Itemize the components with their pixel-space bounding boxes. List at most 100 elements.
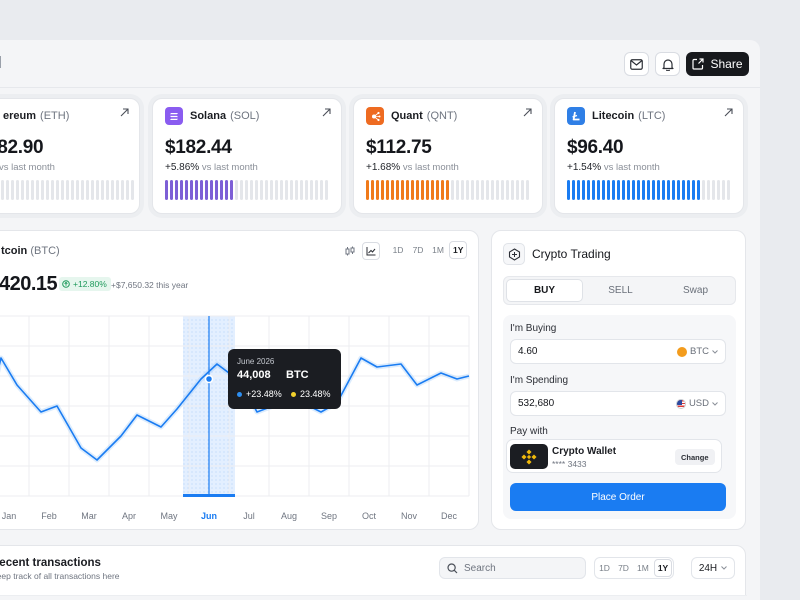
range-7d[interactable]: 7D: [412, 245, 424, 255]
level-bar-segment: [501, 180, 504, 200]
level-bar-segment: [421, 180, 424, 200]
spending-amount-field[interactable]: 532,680 USD: [510, 391, 726, 416]
level-bar-segment: [66, 180, 69, 200]
level-bar-segment: [612, 180, 615, 200]
level-bar-segment: [31, 180, 34, 200]
level-bar-segment: [81, 180, 84, 200]
arrow-up-right-icon[interactable]: [120, 108, 129, 117]
tx-range-1y[interactable]: 1Y: [653, 559, 673, 577]
level-bar-segment: [707, 180, 710, 200]
level-bar-segment: [376, 180, 379, 200]
asset-price: $1182.90: [0, 137, 44, 158]
tx-range-7d[interactable]: 7D: [618, 563, 629, 573]
level-bar-segment: [672, 180, 675, 200]
payment-wallet[interactable]: Crypto Wallet **** 3433 Change: [506, 439, 722, 473]
notifications-button[interactable]: [655, 52, 680, 76]
level-bar-segment: [391, 180, 394, 200]
level-bar-segment: [46, 180, 49, 200]
level-bar-segment: [285, 180, 288, 200]
quant-logo: [366, 107, 384, 125]
tx-range-1d[interactable]: 1D: [599, 563, 610, 573]
line-view-button[interactable]: [362, 242, 380, 260]
arrow-up-right-icon[interactable]: [322, 108, 331, 117]
tooltip-change-b: 23.48%: [291, 389, 331, 399]
arrow-up-right-icon[interactable]: [523, 108, 532, 117]
change-wallet-button[interactable]: Change: [675, 449, 715, 465]
btc-line-chart[interactable]: Jan Feb Mar Apr May Jun Jul Aug Sep Oct Nov Dec: [0, 231, 480, 531]
tab-buy[interactable]: BUY: [506, 279, 583, 302]
level-bar-segment: [185, 180, 188, 200]
level-bar-segment: [1, 180, 4, 200]
transactions-period-select[interactable]: 24H: [691, 557, 735, 579]
asset-card-ltc[interactable]: Litecoin (LTC) $96.40 +1.54% vs last mon…: [554, 98, 744, 214]
mail-button[interactable]: [624, 52, 649, 76]
place-order-button[interactable]: Place Order: [510, 483, 726, 511]
level-bar-segment: [476, 180, 479, 200]
buying-amount-field[interactable]: 4.60 BTC: [510, 339, 726, 364]
chevron-down-icon: [721, 566, 728, 570]
level-bar-segment: [205, 180, 208, 200]
level-bar-segment: [265, 180, 268, 200]
asset-card-qnt[interactable]: Quant (QNT) $112.75 +1.68% vs last month: [353, 98, 543, 214]
level-bar-segment: [200, 180, 203, 200]
asset-card-sol[interactable]: Solana (SOL) $182.44 +5.86% vs last mont…: [152, 98, 342, 214]
asset-name: Quant: [391, 110, 423, 122]
sidebar-toggle-icon[interactable]: [0, 56, 1, 68]
level-bar-segment: [567, 180, 570, 200]
level-bar-segment: [416, 180, 419, 200]
tooltip-change-a: +23.48%: [237, 389, 282, 399]
level-bar-segment: [386, 180, 389, 200]
level-bar-segment: [617, 180, 620, 200]
asset-name: Solana: [190, 110, 227, 122]
level-bar-segment: [225, 180, 228, 200]
level-bar-segment: [657, 180, 660, 200]
level-bar-segment: [71, 180, 74, 200]
trading-title: Crypto Trading: [532, 247, 611, 261]
spending-unit-select[interactable]: USD: [675, 398, 718, 409]
level-bar-segment: [220, 180, 223, 200]
transactions-search-input[interactable]: Search: [439, 557, 586, 579]
range-1d[interactable]: 1D: [392, 245, 404, 255]
x-tick-label: Jun: [201, 511, 217, 521]
level-bar-segment: [6, 180, 9, 200]
dashboard-app: Share ereum (ETH) $1182.90 vs last month…: [0, 40, 760, 600]
arrow-up-right-icon[interactable]: [724, 108, 733, 117]
us-flag-icon: [675, 398, 686, 409]
tab-swap[interactable]: Swap: [682, 285, 708, 296]
range-1y[interactable]: 1Y: [449, 241, 468, 259]
level-bar-segment: [381, 180, 384, 200]
asset-card-eth[interactable]: ereum (ETH) $1182.90 vs last month: [0, 98, 140, 214]
btc-price: 420.15: [0, 273, 58, 295]
level-bar-segment: [11, 180, 14, 200]
asset-change-note: vs last month: [0, 162, 55, 173]
wallet-logo: [510, 444, 548, 469]
wallet-number: **** 3433: [552, 459, 587, 469]
level-bar-segment: [697, 180, 700, 200]
asset-ticker: (LTC): [638, 110, 666, 122]
tab-sell[interactable]: SELL: [608, 285, 633, 296]
tx-range-1m[interactable]: 1M: [637, 563, 649, 573]
btc-coin-icon: [677, 346, 687, 357]
level-bar-segment: [61, 180, 64, 200]
range-1m[interactable]: 1M: [432, 245, 444, 255]
tooltip-date: June 2026: [237, 357, 275, 366]
x-tick-label: Feb: [41, 511, 57, 521]
bell-icon: [661, 58, 674, 71]
chart-range-selector: 1D 7D 1M 1Y: [389, 241, 468, 259]
level-bar-segment: [170, 180, 173, 200]
asset-name: ereum: [3, 110, 37, 122]
asset-change: +5.86%: [165, 162, 200, 173]
share-button[interactable]: Share: [686, 52, 749, 76]
level-bar-segment: [76, 180, 79, 200]
level-bar-segment: [190, 180, 193, 200]
btc-chart-panel: tcoin (BTC) 1D 7D 1M 1Y 420.15 +12.80% +…: [0, 230, 479, 530]
buying-label: I'm Buying: [510, 323, 557, 334]
tooltip-unit: BTC: [286, 369, 309, 381]
btc-change-badge: +12.80%: [59, 277, 111, 291]
chart-title: tcoin (BTC): [1, 245, 60, 257]
buying-unit-select[interactable]: BTC: [677, 346, 718, 357]
candlestick-icon: [345, 246, 355, 256]
candle-view-button[interactable]: [341, 242, 359, 260]
level-bar-segment: [632, 180, 635, 200]
level-bar-segment: [717, 180, 720, 200]
